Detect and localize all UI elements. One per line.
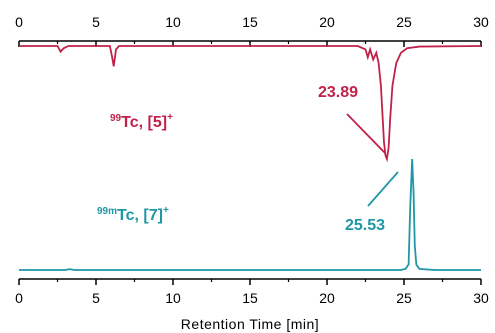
legend-charge-tc99m: + [163,205,169,216]
legend-label-tc99: 99Tc, [5]+ [110,112,173,131]
peak-label-tc99: 23.89 [318,84,358,101]
peak-leader-tc99m [367,171,399,207]
bottom-tick-label: 15 [242,290,258,306]
top-tick-label: 30 [473,14,489,30]
top-tick-label: 0 [15,14,23,30]
trace-tc99m [19,158,481,271]
bottom-tick-label: 20 [319,290,335,306]
top-tick-label: 5 [92,14,100,30]
top-tick-label: 10 [165,14,181,30]
bottom-tick-label: 10 [165,290,181,306]
bottom-tick-label: 5 [92,290,100,306]
bottom-tick-label: 30 [473,290,489,306]
bottom-tick-label: 0 [15,290,23,306]
bottom-tick-label: 25 [396,290,412,306]
legend-main-tc99m: Tc, [7] [117,207,163,224]
top-tick-label: 20 [319,14,335,30]
legend-charge-tc99: + [167,112,173,123]
peak-label-tc99m: 25.53 [345,217,385,234]
legend-label-tc99m: 99mTc, [7]+ [97,205,169,224]
bottom-axis-ticks: 0 5 10 15 20 25 30 [15,279,489,306]
legend-sup-tc99m: 99m [97,206,117,217]
top-axis-ticks: 0 5 10 15 20 25 30 [15,14,489,47]
legend-sup-tc99: 99 [110,113,122,124]
top-tick-label: 15 [242,14,258,30]
peak-leader-tc99 [346,113,386,154]
top-axis: 0 5 10 15 20 25 30 [15,14,489,47]
trace-tc99 [19,45,482,163]
top-tick-label: 25 [396,14,412,30]
bottom-axis: 0 5 10 15 20 25 30 Retention Time [min] [15,278,489,332]
legend-main-tc99: Tc, [5] [121,114,167,131]
x-axis-title: Retention Time [min] [181,316,319,332]
